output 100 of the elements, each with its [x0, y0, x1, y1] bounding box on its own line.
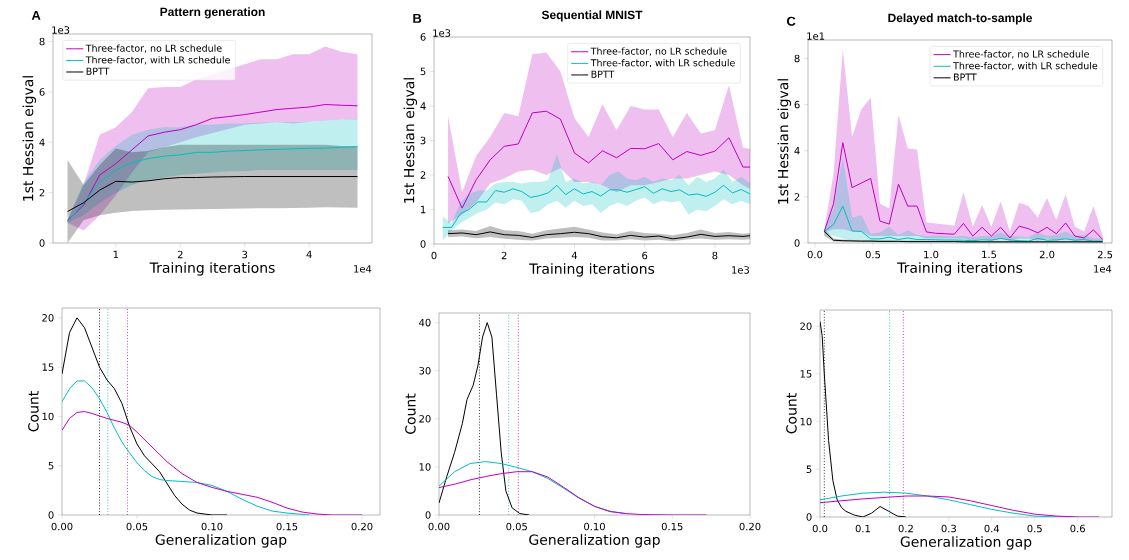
text: 1e1 [807, 32, 825, 40]
x-tick-label: 2 [177, 250, 183, 259]
x-tick-label: 0.10 [584, 522, 605, 531]
y-tick-label: 0 [425, 511, 431, 519]
x-tick-label: 8 [712, 251, 718, 260]
y-tick-label: 0 [48, 511, 54, 519]
text: 1e3 [433, 29, 451, 37]
y-tick-label: 3 [420, 136, 426, 145]
x-tick-label: 0.00 [428, 522, 450, 531]
x-tick-label: 0.15 [661, 522, 683, 531]
y-tick-label: 20 [42, 314, 54, 322]
text: C [786, 16, 796, 26]
x-tick-label: 0.4 [984, 524, 1000, 533]
y-tick-label: 20 [800, 322, 812, 330]
legend-label: BPTT [954, 73, 977, 81]
y-tick-label: 10 [800, 417, 812, 426]
y-tick-label: 8 [39, 37, 45, 46]
x-tick-label: 0.2 [898, 524, 913, 533]
x-tick-label: 4 [571, 251, 578, 260]
y-tick-label: 6 [39, 88, 45, 96]
y-tick-label: 20 [419, 415, 431, 423]
x-tick-label: 0 [431, 251, 437, 260]
x-tick-label: 4 [306, 250, 312, 259]
y-tick-label: 6 [420, 33, 426, 41]
x-tick-label: 0.05 [126, 522, 148, 531]
y-tick-label: 15 [800, 370, 812, 378]
legend-label: Three-factor, no LR schedule [953, 50, 1089, 59]
x-tick-label: 2 [501, 251, 507, 260]
x-tick-label: 0.05 [506, 522, 527, 531]
y-tick-label: 6 [794, 100, 800, 109]
x-tick-label: 0.00 [51, 522, 73, 531]
x-tick-label: 0.6 [1070, 524, 1085, 533]
line-series [447, 110, 750, 209]
y-tick-label: 40 [419, 318, 431, 327]
x-axis-title: Training iterations [149, 262, 275, 276]
y-tick-label: 2 [39, 188, 45, 197]
text: 1e3 [732, 266, 749, 274]
y-tick-label: 10 [419, 463, 431, 471]
y-axis-title: Count [405, 393, 416, 434]
x-tick-label: 0.15 [276, 522, 298, 531]
legend-label: Three-factor, with LR schedule [85, 56, 230, 65]
x-tick-label: 2.5 [1097, 250, 1113, 259]
line-series [447, 231, 750, 240]
chart-title: Delayed match-to-sample [888, 13, 1032, 25]
x-tick-label: 0.1 [855, 524, 870, 533]
y-tick-label: 1 [420, 205, 426, 214]
x-tick-label: 3 [242, 250, 248, 259]
y-tick-label: 0 [39, 239, 45, 247]
x-tick-label: 0.0 [812, 524, 828, 533]
x-tick-label: 6 [642, 251, 648, 260]
y-axis-title: 1st Hessian eigval [777, 79, 792, 204]
text: 1e4 [1094, 265, 1112, 273]
y-tick-label: 4 [39, 138, 45, 146]
x-tick-label: 0.5 [1027, 524, 1042, 533]
x-axis-title: Generalization gap [155, 534, 287, 548]
line-series [67, 146, 359, 223]
text: A [31, 10, 41, 20]
line-series [442, 184, 750, 228]
y-axis-title: 1st Hessian eigval [22, 76, 37, 201]
x-tick-label: 1.5 [982, 250, 997, 259]
y-tick-label: 10 [42, 412, 54, 421]
y-axis-title: Count [786, 393, 797, 434]
x-tick-label: 2.0 [1039, 250, 1055, 259]
y-tick-label: 2 [794, 193, 800, 201]
x-axis-title: Training iterations [897, 262, 1023, 276]
line-series [820, 495, 1100, 517]
line-series [439, 471, 707, 515]
legend-label: Three-factor, no LR schedule [590, 47, 727, 56]
x-tick-label: 0.5 [865, 250, 881, 259]
x-tick-label: 0.10 [201, 522, 223, 531]
legend-label: BPTT [591, 70, 615, 78]
x-tick-label: 0.20 [351, 522, 373, 531]
y-tick-label: 2 [420, 171, 426, 179]
y-tick-label: 0 [794, 239, 800, 247]
legend-label: Three-factor, with LR schedule [590, 59, 735, 68]
x-axis-title: Generalization gap [900, 536, 1032, 550]
x-tick-label: 1.0 [924, 250, 939, 259]
line-series [823, 142, 1104, 241]
y-axis-title: 1st Hessian eigval [403, 78, 418, 203]
y-tick-label: 5 [420, 67, 426, 76]
y-tick-label: 4 [794, 147, 800, 155]
chart-title: Pattern generation [160, 7, 265, 19]
x-axis-title: Training iterations [529, 263, 655, 277]
x-tick-label: 0.20 [739, 522, 761, 531]
y-tick-label: 15 [42, 363, 54, 371]
y-tick-label: 30 [419, 366, 431, 375]
y-tick-label: 8 [794, 54, 800, 63]
text: 1e4 [354, 265, 372, 273]
x-tick-label: 1 [113, 250, 119, 259]
text: 1e3 [52, 26, 70, 34]
y-tick-label: 5 [806, 465, 812, 474]
y-axis-title: Count [28, 391, 39, 432]
legend-label: Three-factor, no LR schedule [85, 44, 222, 53]
y-tick-label: 5 [48, 462, 54, 470]
legend-label: Three-factor, with LR schedule [953, 61, 1098, 71]
legend-label: BPTT [86, 67, 110, 75]
y-tick-label: 0 [806, 513, 812, 521]
y-tick-label: 4 [420, 102, 426, 110]
x-tick-label: 0.0 [807, 250, 823, 259]
text: B [413, 13, 422, 23]
